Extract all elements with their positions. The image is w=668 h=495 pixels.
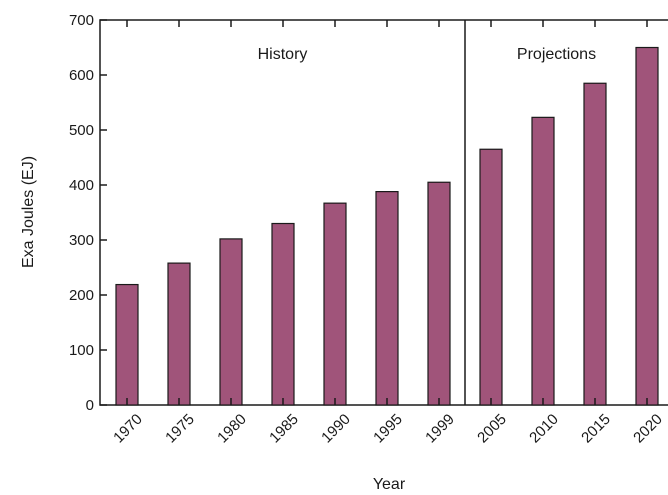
bar-series: [115, 46, 659, 406]
bar-1980: [219, 238, 243, 406]
y-tick-label: 200: [69, 287, 94, 304]
x-tick-label: 1970: [110, 411, 146, 447]
bar-2015: [583, 82, 607, 406]
bar-1995: [375, 191, 399, 406]
x-tick-label: 2005: [474, 411, 510, 447]
bar-1985: [271, 222, 295, 406]
x-tick-label: 2020: [630, 411, 666, 447]
y-tick-label: 100: [69, 342, 94, 359]
x-tick-label: 1990: [318, 411, 354, 447]
y-axis: 0 100 200 300 400 500 600 700: [69, 12, 107, 414]
x-tick-label: 1975: [162, 411, 198, 447]
bar-2010: [531, 116, 555, 406]
bar-1970: [115, 283, 139, 406]
y-tick-label: 500: [69, 122, 94, 139]
x-tick-label: 1999: [422, 411, 458, 447]
region-label-history: History: [258, 46, 308, 63]
region-labels: History Projections: [258, 46, 596, 63]
x-tick-label: 1995: [370, 411, 406, 447]
x-tick-label: 1980: [214, 411, 250, 447]
region-label-projections: Projections: [517, 46, 596, 63]
y-tick-label: 700: [69, 12, 94, 29]
x-tick-label: 2010: [526, 411, 562, 447]
bar-1999: [427, 181, 451, 406]
y-axis-title: Exa Joules (EJ): [20, 156, 37, 268]
y-tick-label: 400: [69, 177, 94, 194]
y-tick-label: 600: [69, 67, 94, 84]
y-tick-label: 0: [86, 397, 94, 414]
bar-2005: [479, 148, 503, 406]
bar-2020: [635, 46, 659, 406]
y-tick-label: 300: [69, 232, 94, 249]
bar-1990: [323, 202, 347, 406]
x-tick-label: 1985: [266, 411, 302, 447]
bar-1975: [167, 262, 191, 406]
x-tick-label: 2015: [578, 411, 614, 447]
x-axis-title: Year: [373, 476, 406, 493]
